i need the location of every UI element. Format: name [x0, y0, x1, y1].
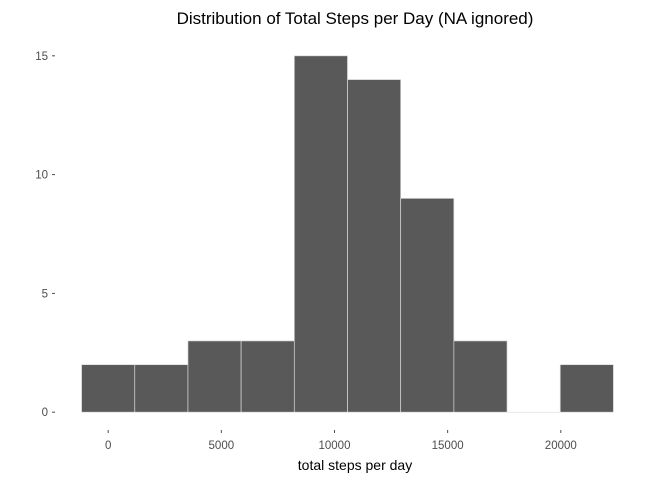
histogram-bars	[81, 55, 614, 413]
y-tick-label: 0	[42, 407, 48, 419]
histogram-bar-6	[400, 198, 455, 413]
x-tick-label: 20000	[545, 440, 577, 452]
x-tick-label: 0	[105, 440, 111, 452]
x-axis-title: total steps per day	[298, 457, 412, 473]
histogram-bar-5	[347, 79, 402, 413]
y-tick-label: 15	[35, 51, 48, 63]
histogram-bar-2	[187, 340, 242, 413]
x-axis: 0 5000 10000 15000 20000	[105, 430, 577, 452]
y-tick-label: 5	[42, 288, 48, 300]
histogram-bar-0	[81, 364, 136, 413]
histogram-bar-1	[134, 364, 189, 413]
chart-title: Distribution of Total Steps per Day (NA …	[177, 9, 534, 28]
histogram-bar-9	[559, 364, 614, 413]
x-tick-label: 5000	[209, 440, 235, 452]
y-tick-label: 10	[35, 170, 48, 182]
y-axis: 0 5 10 15	[35, 51, 55, 419]
x-tick-label: 15000	[432, 440, 464, 452]
x-tick-label: 10000	[318, 440, 350, 452]
histogram-bar-4	[293, 55, 348, 413]
histogram-bar-7	[453, 340, 508, 413]
histogram-bar-3	[240, 340, 295, 413]
